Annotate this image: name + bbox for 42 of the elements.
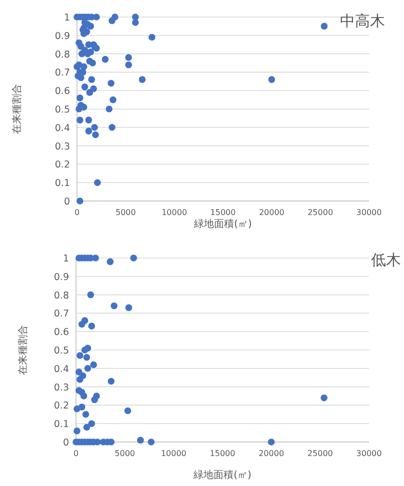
y-tick-label: 0.1 (54, 178, 70, 190)
y-tick-label: 0.1 (54, 419, 69, 430)
y-tick-label: 1 (64, 12, 70, 24)
chart-title: 低木 (371, 251, 401, 269)
y-tick-label: 0.3 (54, 382, 69, 394)
y-tick-label: 0.7 (54, 308, 69, 320)
chart-title: 中高木 (340, 12, 385, 30)
y-tick-label: 0.6 (54, 86, 70, 98)
y-tick-label: 0.5 (54, 346, 69, 356)
x-tick-label: 0 (73, 449, 79, 458)
y-tick-label: 1 (62, 254, 69, 264)
y-tick-label: 0.4 (54, 364, 69, 375)
x-tick-label: 10000 (162, 208, 188, 217)
x-tick-label: 15000 (210, 208, 236, 217)
x-tick-label: 20000 (258, 208, 284, 217)
x-tick-label: 25000 (308, 208, 334, 217)
y-tick-label: 0.4 (54, 122, 70, 134)
y-tick-label: 0.5 (54, 104, 70, 116)
y-tick-label: 0.2 (54, 160, 70, 171)
x-tick-label: 5000 (115, 208, 136, 217)
x-tick-label: 30000 (356, 449, 382, 458)
y-tick-label: 0.2 (54, 400, 69, 412)
x-tick-label: 10000 (160, 449, 186, 458)
x-tick-label: 0 (74, 208, 80, 217)
y-tick-label: 0.7 (54, 68, 70, 79)
y-tick-label: 0 (62, 438, 69, 448)
x-tick-label: 5000 (114, 449, 136, 458)
y-axis-title: 在来種割合 (17, 325, 29, 375)
y-tick-label: 0 (64, 196, 70, 208)
y-tick-label: 0.3 (54, 141, 70, 152)
x-tick-label: 25000 (307, 449, 333, 458)
y-tick-label: 0.9 (54, 30, 70, 42)
y-tick-label: 0.8 (54, 290, 69, 302)
x-axis-title: 緑地面積(㎡) (193, 218, 252, 230)
x-tick-label: 20000 (258, 449, 284, 458)
y-tick-label: 0.8 (54, 49, 70, 60)
x-tick-label: 30000 (356, 208, 382, 217)
y-axis-title: 在来種割合 (11, 84, 23, 134)
x-tick-label: 15000 (210, 449, 236, 458)
y-tick-label: 0.9 (54, 272, 69, 283)
y-tick-label: 0.6 (54, 327, 69, 338)
x-axis-title: 緑地面積(㎡) (192, 469, 252, 481)
